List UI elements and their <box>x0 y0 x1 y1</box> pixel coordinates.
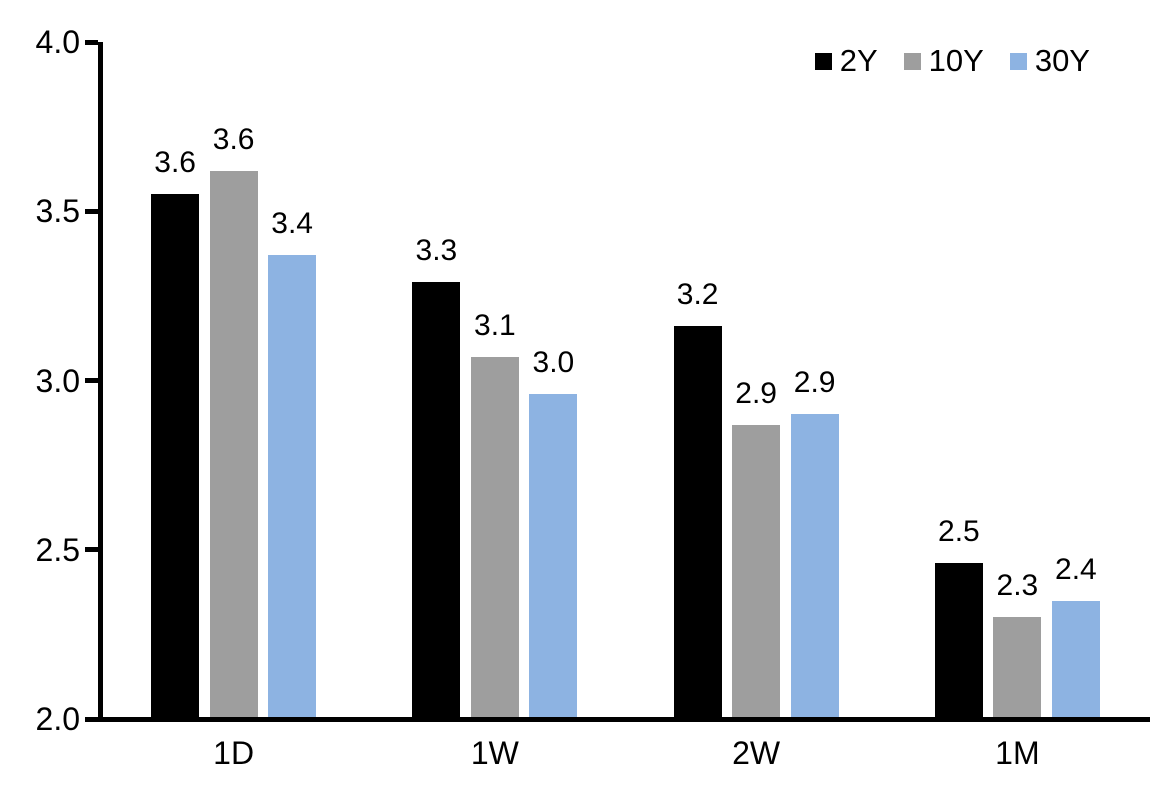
bar-2y-2w <box>673 326 722 719</box>
legend-swatch-10y <box>903 52 921 70</box>
legend-swatch-30y <box>1009 52 1027 70</box>
ytick-mark <box>85 208 98 214</box>
ytick-mark <box>85 378 98 383</box>
bar-30y-1w <box>529 394 578 719</box>
legend-label-30y: 30Y <box>1034 43 1090 78</box>
bar-30y-1m <box>1051 600 1100 719</box>
ytick-label: 3.5 <box>35 193 80 230</box>
legend-label-2y: 2Y <box>839 43 878 78</box>
bar-2y-1w <box>412 282 461 719</box>
bar-value-label: 3.1 <box>474 308 516 342</box>
xtick-label-2w: 2W <box>732 735 781 771</box>
bar-2y-1d <box>151 194 200 719</box>
bar-value-label: 3.6 <box>154 146 196 180</box>
xtick-label-1w: 1W <box>470 735 519 771</box>
legend-label-10y: 10Y <box>928 43 984 78</box>
ytick-label: 2.5 <box>35 531 80 568</box>
bar-value-label: 3.2 <box>676 278 719 312</box>
ytick-label: 2.0 <box>35 701 80 737</box>
legend-item-30y: 30Y <box>1009 43 1090 78</box>
bar-2y-1m <box>934 563 983 719</box>
plot-area: 3.6 3.6 3.4 3.3 3.1 3.0 3.2 2.9 2.9 2.5 2.3 2.4 <box>103 42 1148 719</box>
bar-value-label: 2.4 <box>1055 552 1097 586</box>
legend-item-10y: 10Y <box>903 43 984 78</box>
x-axis-line <box>98 717 1150 722</box>
bar-30y-1d <box>268 255 317 719</box>
bar-value-label: 3.0 <box>532 346 575 380</box>
bar-value-label: 3.6 <box>212 122 255 156</box>
legend-item-2y: 2Y <box>814 43 878 78</box>
xtick-label-1d: 1D <box>213 735 255 771</box>
bar-10y-1d <box>209 170 258 719</box>
ytick-label: 4.0 <box>35 24 80 60</box>
legend: 2Y 10Y 30Y <box>814 43 1090 78</box>
bar-value-label: 2.9 <box>793 366 836 400</box>
bar-value-label: 2.3 <box>996 569 1039 603</box>
bar-30y-2w <box>790 414 839 719</box>
bar-value-label: 3.3 <box>415 234 458 268</box>
bar-value-label: 3.4 <box>271 207 313 241</box>
ytick-mark <box>85 39 98 45</box>
bar-value-label: 2.5 <box>938 515 980 549</box>
ytick-mark <box>85 547 98 553</box>
bar-10y-1m <box>993 617 1042 719</box>
bar-10y-1w <box>470 356 519 719</box>
bar-value-label: 2.9 <box>735 376 777 410</box>
y-axis-line <box>98 42 103 722</box>
legend-swatch-2y <box>814 52 832 70</box>
xtick-label-1m: 1M <box>995 735 1040 771</box>
ytick-mark <box>85 716 98 722</box>
ytick-label: 3.0 <box>35 362 80 399</box>
bar-10y-2w <box>732 424 781 719</box>
